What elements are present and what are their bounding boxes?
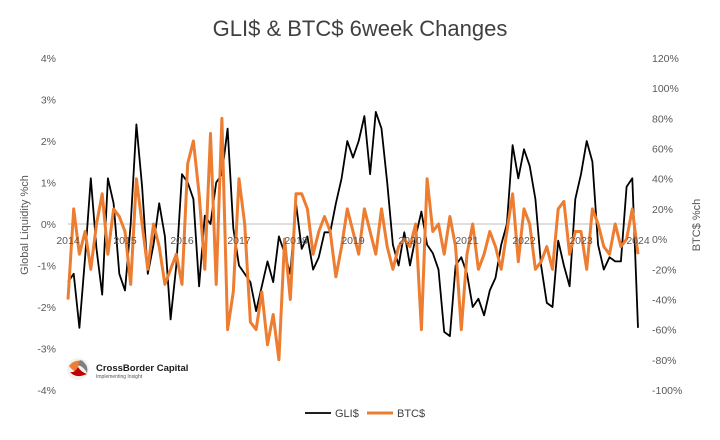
- legend-label: BTC$: [397, 408, 425, 420]
- series-layer: [66, 111, 640, 362]
- right-tick-label: -60%: [652, 325, 677, 337]
- x-tick-label: 2023: [569, 235, 593, 247]
- x-tick-label: 2014: [56, 235, 80, 247]
- series-line-gli: [67, 111, 639, 337]
- x-axis-ticks: 2014 2015 2016 2017 2018 2019 2020 2021 2022 2023…: [56, 235, 650, 247]
- logo-text: CrossBorder Capital: [96, 363, 188, 374]
- right-tick-label: 40%: [652, 174, 673, 186]
- series-line-btc: [66, 116, 640, 362]
- right-axis-label: BTC$ %ch: [691, 199, 703, 252]
- right-tick-label: 0%: [652, 234, 667, 246]
- right-tick-label: -80%: [652, 355, 677, 367]
- crossborder-capital-logo: CrossBorder Capital Implementing Insight: [67, 358, 188, 380]
- left-tick-label: 0%: [41, 219, 56, 231]
- right-tick-label: -100%: [652, 385, 682, 397]
- right-tick-label: 60%: [652, 144, 673, 156]
- left-tick-label: 2%: [41, 136, 56, 148]
- left-axis-ticks: 4% 3% 2% 1% 0% -1% -2% -3% -4%: [37, 53, 56, 397]
- x-tick-label: 2017: [227, 235, 251, 247]
- left-tick-label: -2%: [37, 302, 56, 314]
- x-tick-label: 2021: [455, 235, 479, 247]
- left-tick-label: 3%: [41, 95, 56, 107]
- logo-icon: [67, 358, 89, 380]
- x-tick-label: 2018: [284, 235, 308, 247]
- logo-tagline: Implementing Insight: [96, 374, 143, 380]
- x-tick-label: 2015: [113, 235, 137, 247]
- x-tick-label: 2024: [626, 235, 650, 247]
- chart-title: GLI$ & BTC$ 6week Changes: [213, 16, 508, 41]
- x-tick-label: 2016: [170, 235, 194, 247]
- right-tick-label: 120%: [652, 53, 679, 65]
- legend: GLI$ BTC$: [305, 408, 425, 420]
- left-tick-label: 4%: [41, 53, 56, 65]
- right-tick-label: -40%: [652, 294, 677, 306]
- left-tick-label: 1%: [41, 178, 56, 190]
- left-tick-label: -3%: [37, 344, 56, 356]
- x-tick-label: 2020: [398, 235, 422, 247]
- right-tick-label: 20%: [652, 204, 673, 216]
- right-tick-label: 80%: [652, 113, 673, 125]
- x-tick-label: 2019: [341, 235, 365, 247]
- left-tick-label: -4%: [37, 385, 56, 397]
- x-tick-label: 2022: [512, 235, 536, 247]
- right-tick-label: -20%: [652, 264, 677, 276]
- left-tick-label: -1%: [37, 261, 56, 273]
- legend-label: GLI$: [335, 408, 359, 420]
- right-tick-label: 100%: [652, 83, 679, 95]
- right-axis-ticks: 120% 100% 80% 60% 40% 20% 0% -20% -40% -60% -80% -1…: [652, 53, 682, 397]
- left-axis-label: Global Liquidity %ch: [19, 175, 31, 275]
